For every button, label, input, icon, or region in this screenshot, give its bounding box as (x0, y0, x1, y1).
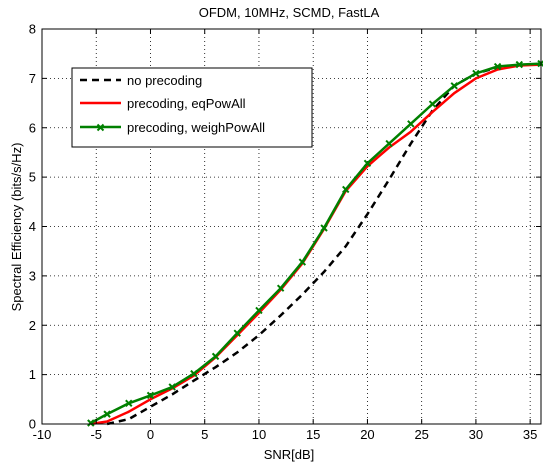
series-line-precoding-weighpowall (90, 62, 542, 425)
legend-box (71, 67, 313, 148)
x-tick-label: 10 (252, 427, 266, 442)
x-tick-label: 35 (523, 427, 537, 442)
y-tick-label: 5 (29, 170, 36, 185)
data-point-precoding-weighpowall (168, 383, 176, 391)
series-line-no-precoding (106, 63, 542, 426)
legend: no precoding precoding, eqPowAll precodi… (71, 67, 313, 148)
x-axis-label: SNR[dB] (264, 447, 315, 462)
x-tick-label: 15 (306, 427, 320, 442)
y-tick-label: 7 (29, 71, 36, 86)
data-point-precoding-weighpowall (125, 399, 133, 407)
data-point-precoding-weighpowall (363, 159, 372, 168)
data-point-precoding-weighpowall (342, 185, 350, 194)
x-tick-label: 25 (414, 427, 428, 442)
y-tick-label: 1 (29, 367, 36, 382)
y-tick-label: 8 (29, 22, 36, 37)
series-layer (87, 59, 543, 427)
x-tick-labels: -10 -5 0 5 10 15 20 25 30 35 (33, 427, 538, 442)
data-point-precoding-weighpowall (407, 120, 415, 128)
data-point-precoding-weighpowall (211, 352, 220, 361)
y-axis-label: Spectral Efficiency (bits/s/Hz) (9, 143, 24, 312)
data-point-precoding-weighpowall (298, 258, 307, 266)
data-point-precoding-weighpowall (493, 62, 502, 71)
legend-marker-weighpowall (96, 123, 105, 132)
chart-title: OFDM, 10MHz, SCMD, FastLA (199, 5, 380, 20)
data-point-precoding-weighpowall (276, 284, 285, 292)
x-tick-label: 0 (147, 427, 154, 442)
data-point-precoding-weighpowall (146, 391, 155, 400)
data-point-precoding-weighpowall (233, 329, 241, 337)
data-point-precoding-weighpowall (450, 82, 458, 90)
data-point-precoding-weighpowall (255, 306, 263, 315)
data-point-precoding-weighpowall (472, 69, 480, 78)
data-point-precoding-weighpowall (320, 224, 328, 232)
legend-label-eqpowall: precoding, eqPowAll (127, 96, 246, 111)
legend-label-weighpowall: precoding, weighPowAll (127, 120, 265, 135)
data-point-precoding-weighpowall (103, 410, 111, 418)
data-point-precoding-weighpowall (190, 369, 198, 378)
data-point-precoding-weighpowall (428, 100, 437, 108)
y-tick-label: 4 (29, 219, 36, 234)
y-tick-label: 0 (29, 417, 36, 432)
legend-label-no-precoding: no precoding (127, 73, 202, 88)
axis-ticks (41, 28, 541, 425)
x-tick-label: 20 (360, 427, 374, 442)
x-tick-label: -5 (90, 427, 102, 442)
data-point-precoding-weighpowall (87, 419, 95, 427)
x-tick-label: 5 (201, 427, 208, 442)
data-point-precoding-weighpowall (515, 60, 524, 69)
y-tick-labels: 0 1 2 3 4 5 6 7 8 (29, 22, 36, 432)
y-tick-label: 2 (29, 318, 36, 333)
x-tick-label: 30 (469, 427, 483, 442)
data-point-precoding-weighpowall (385, 139, 393, 148)
x-tick-label: -10 (33, 427, 52, 442)
y-tick-label: 6 (29, 120, 36, 135)
y-tick-label: 3 (29, 268, 36, 283)
